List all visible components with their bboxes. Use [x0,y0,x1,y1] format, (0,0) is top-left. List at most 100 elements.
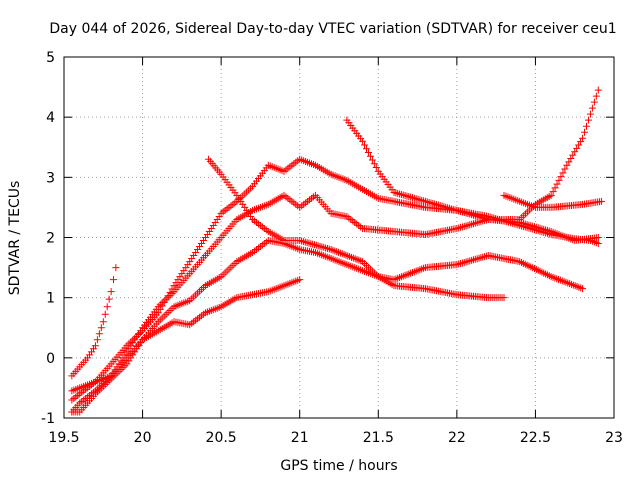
data-point [303,239,311,247]
data-point [296,276,304,284]
data-point [307,240,315,248]
data-point [309,240,317,248]
data-point [372,164,380,172]
data-point [363,145,370,153]
x-tick-label: 21 [291,430,309,446]
grid-lines [64,57,614,418]
data-point [449,205,457,213]
data-point [314,242,322,250]
data-point [433,201,441,209]
data-point [361,141,369,149]
data-point [429,200,437,208]
data-point [301,238,309,246]
data-point [471,255,479,263]
data-point [453,261,461,269]
data-point [597,197,605,205]
data-point [469,256,477,264]
data-point [553,180,561,188]
data-point [311,241,319,249]
y-tick-label: 4 [46,110,55,126]
x-tick-label: 22.5 [520,430,551,446]
data-point [425,198,433,206]
data-point [579,285,587,293]
y-tick-label: 2 [46,231,55,247]
x-axis-label: GPS time / hours [280,458,397,474]
data-point [101,310,109,318]
data-point [414,195,422,203]
data-point [434,201,442,209]
data-point [583,122,590,130]
series-track-1 [68,264,120,380]
x-tick-label: 22 [448,430,466,446]
data-point [471,219,479,227]
data-point [323,244,331,252]
y-tick-label: 1 [46,291,55,307]
data-point [99,318,107,326]
data-point [469,220,477,228]
y-tick-label: 0 [46,351,55,367]
data-point [325,245,333,253]
data-point [451,206,459,214]
chart-title: Day 044 of 2026, Sidereal Day-to-day VTE… [49,21,616,37]
data-point [91,342,99,350]
series-track-6 [205,155,508,302]
data-point [466,257,474,265]
data-point [457,207,465,215]
data-point [401,192,409,200]
data-point [316,242,324,250]
data-point [407,193,415,201]
data-point [298,237,306,245]
data-point [500,294,508,302]
data-point [445,204,453,212]
data-point [455,224,463,232]
y-tick-label: 5 [46,50,55,66]
data-point [592,92,600,100]
data-point [394,189,402,197]
series-track-3 [68,191,602,404]
data-point [416,196,424,204]
data-point [473,255,481,263]
data-point [460,258,468,266]
plot-frame [63,56,615,419]
x-tick-label: 20 [134,430,152,446]
series-track-7 [343,86,602,223]
data-point [455,260,463,268]
y-tick-label: 3 [46,170,55,186]
data-point [477,254,485,262]
data-point [305,239,313,247]
data-point [462,209,470,217]
data-point [559,169,567,177]
data-point [359,137,367,145]
data-point [410,194,418,202]
data-point [458,259,466,267]
data-point [312,241,320,249]
data-point [460,209,468,217]
data-point [594,86,602,94]
data-point [586,110,594,118]
series-track-2 [68,155,602,395]
data-point [322,244,330,252]
data-point [420,197,428,205]
data-point [418,196,426,204]
data-point [594,234,602,241]
data-point [468,220,476,228]
data-point [457,260,465,268]
data-point [468,256,476,264]
data-point [453,224,461,232]
data-point [421,197,429,205]
data-point [479,253,487,261]
data-point [423,198,431,206]
data-point [549,188,557,196]
data-point [590,98,598,106]
data-point [475,254,483,262]
data-point [399,191,407,199]
data-point [97,324,105,332]
data-point [466,221,474,229]
data-point [299,238,307,246]
data-point [462,258,470,266]
data-point [318,243,326,251]
data-point [481,253,489,261]
data-point [581,128,589,136]
data-point [396,190,404,198]
